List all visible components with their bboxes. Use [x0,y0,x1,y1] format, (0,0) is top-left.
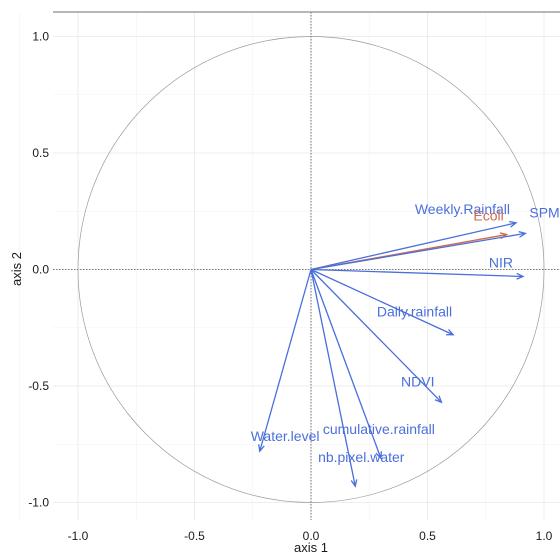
vector-Water.level [259,269,312,452]
arrowhead-Daily.rainfall [446,329,455,336]
label-Water.level: Water.level [251,428,320,444]
y-tick-label: 1.0 [32,30,49,44]
x-axis-title: axis 1 [294,540,328,553]
y-tick-label: 0.5 [32,146,49,160]
vector-NDVI [310,269,442,403]
y-axis-title: axis 2 [9,252,24,286]
arrowhead-cumulative.rainfall [375,451,383,460]
x-tick-label: 1.0 [536,529,553,543]
label-Ecoli: Ecoli [473,208,503,224]
label-Daily.rainfall: Daily.rainfall [377,304,452,320]
label-Weekly.Rainfall: Weekly.Rainfall [415,201,510,217]
vector-SPM [310,232,526,271]
arrowhead-SPM [518,231,527,238]
reference-lines [53,12,560,520]
y-tick-label: -0.5 [28,379,49,393]
y-tick-label: -1.0 [28,496,49,510]
arrowhead-NIR [516,272,525,280]
x-tick-label: -0.5 [184,529,205,543]
y-tick-label: 0.0 [32,263,49,277]
vector-Weekly.Rainfall [310,222,517,271]
vector-NIR [310,268,524,278]
arrowhead-NDVI [434,395,443,404]
label-nb.pixel.water: nb.pixel.water [318,449,405,465]
panel-background [53,12,560,520]
x-tick-label: 0.5 [419,529,436,543]
label-NDVI: NDVI [401,373,434,389]
x-tick-label: 0.0 [303,529,320,543]
label-SPM: SPM [529,204,559,220]
unit-circle-layer [77,36,545,503]
vector-nb.pixel.water [310,269,356,487]
vector-Daily.rainfall [310,268,454,336]
variable-vectors [258,220,527,488]
arrowhead-Weekly.Rainfall [509,220,518,228]
vector-cumulative.rainfall [310,269,382,459]
tick-labels: -1.0 -0.5 0.0 0.5 1.0 -1.0 -0.5 0.0 0.5 1.0 [28,30,552,544]
arrowhead-Water.level [258,444,265,453]
label-NIR: NIR [489,254,513,270]
unit-circle [77,36,545,503]
arrowhead-nb.pixel.water [350,479,358,488]
x-tick-label: -1.0 [68,529,89,543]
label-cumulative.rainfall: cumulative.rainfall [323,421,435,437]
